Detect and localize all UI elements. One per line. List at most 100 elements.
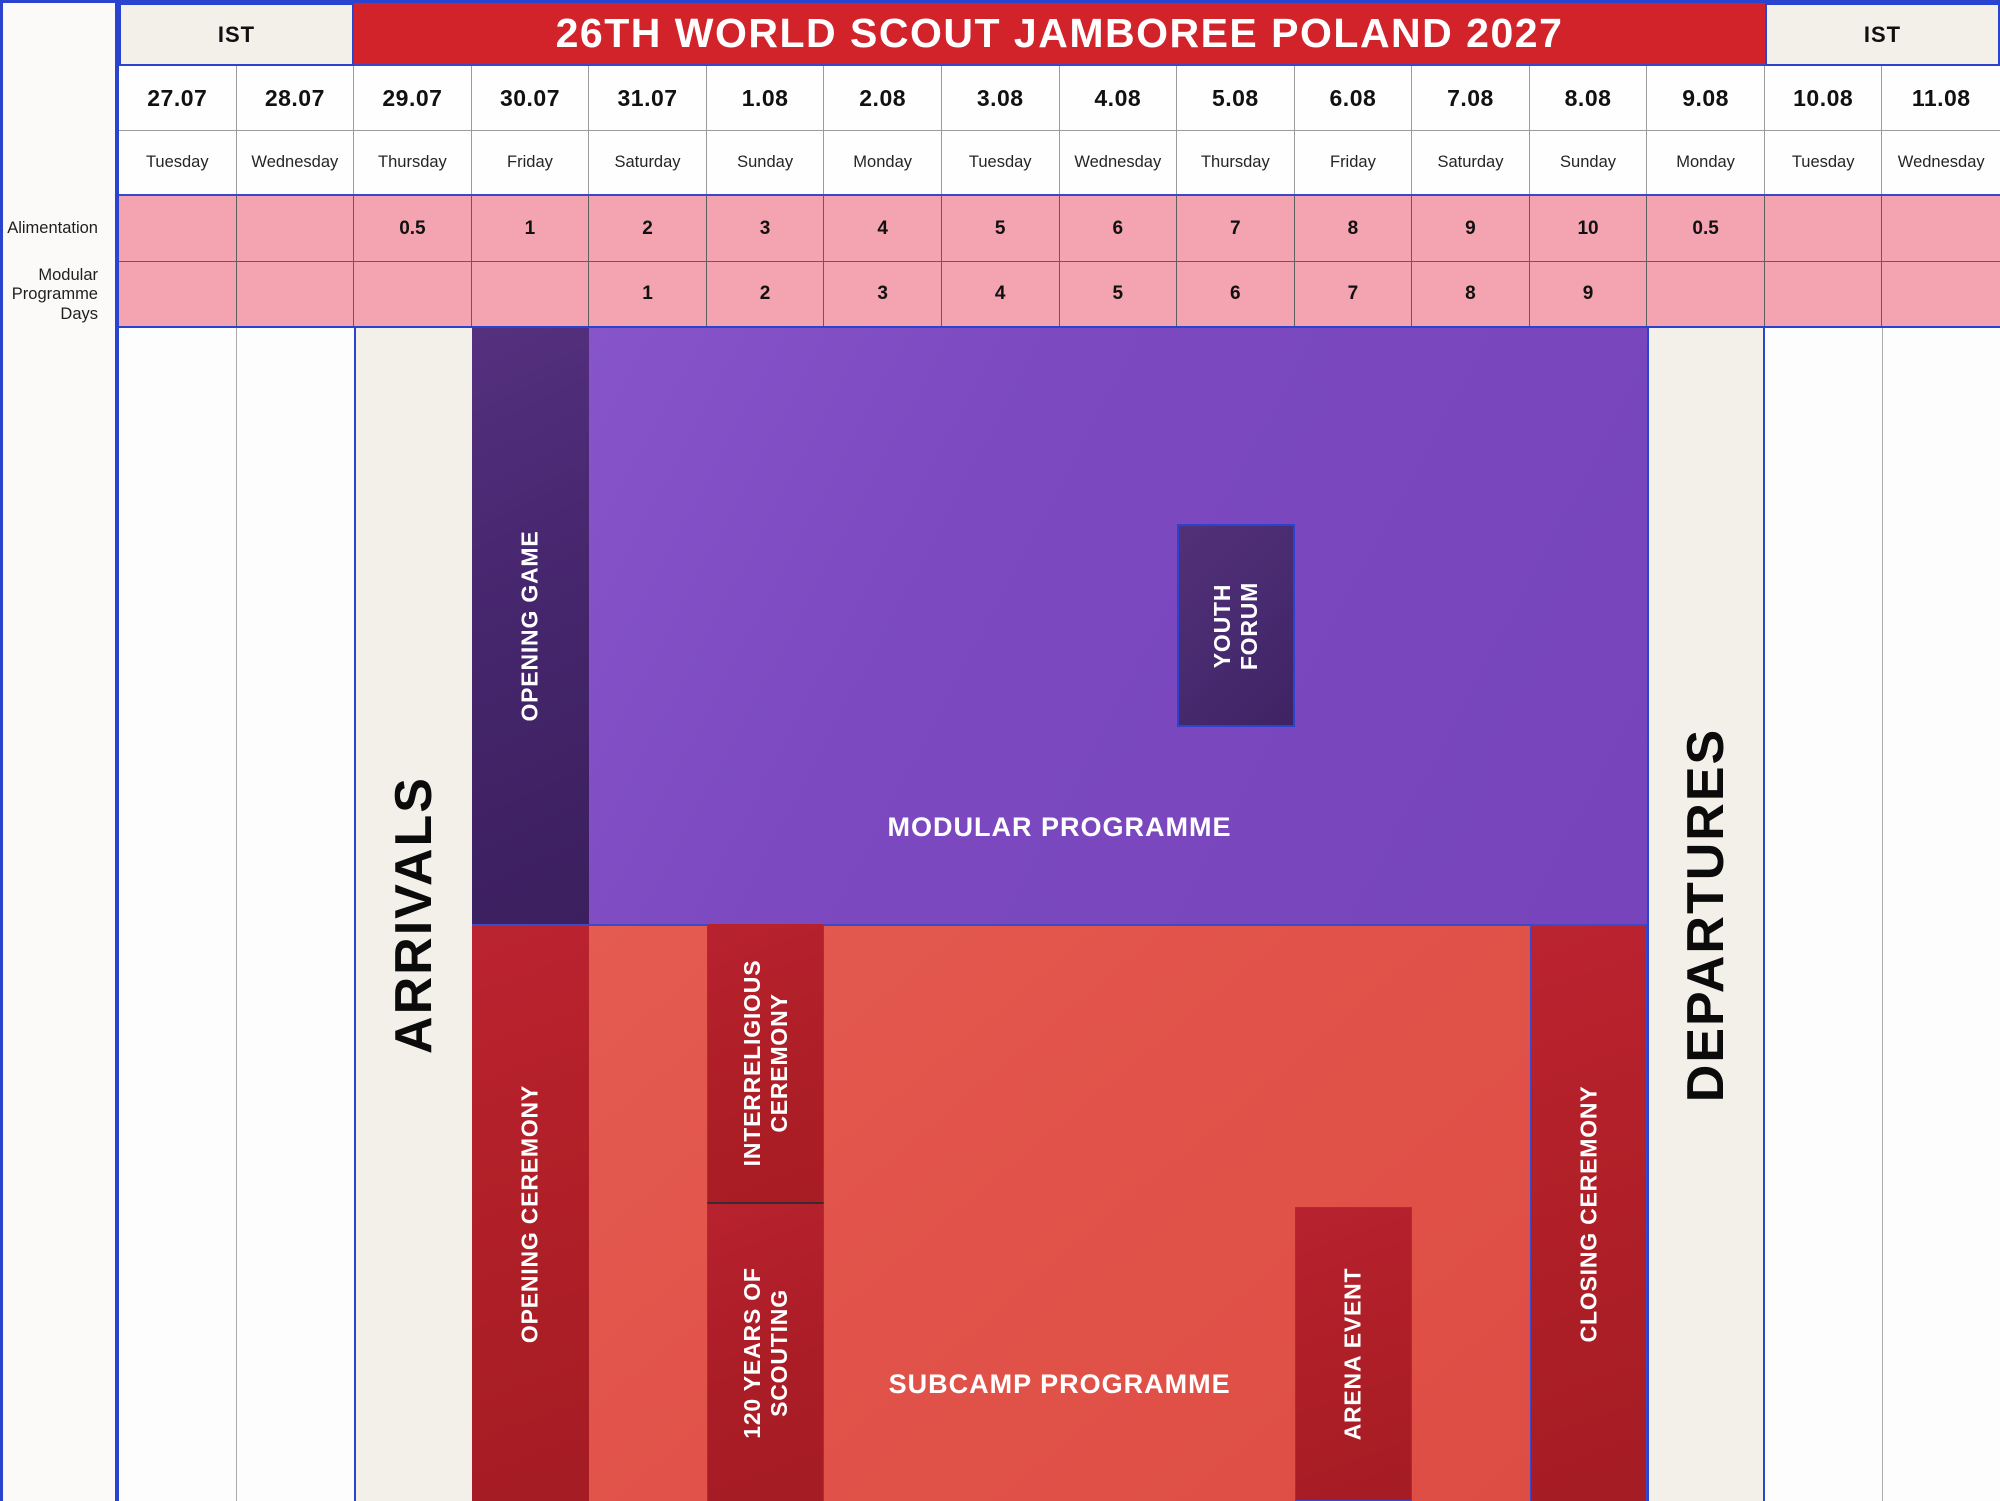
empty-column-11-08 bbox=[1882, 328, 2000, 1501]
alimentation-cell: 0.5 bbox=[1647, 196, 1765, 261]
arrivals-column: ARRIVALS bbox=[354, 328, 472, 1501]
date-cell: 6.08 bbox=[1294, 66, 1413, 130]
alimentation-cell bbox=[1882, 196, 2000, 261]
modular-day-cell: 3 bbox=[824, 262, 942, 326]
date-cell: 1.08 bbox=[706, 66, 825, 130]
modular-day-cell bbox=[471, 262, 590, 326]
modular-programme-days-row: 1 2 3 4 5 6 7 8 9 bbox=[119, 262, 2000, 328]
date-cell: 9.08 bbox=[1647, 66, 1765, 130]
top-border bbox=[0, 0, 2000, 3]
date-cell: 7.08 bbox=[1412, 66, 1530, 130]
arena-event-block: ARENA EVENT bbox=[1294, 1207, 1413, 1501]
alimentation-cell bbox=[236, 196, 355, 261]
alimentation-cell: 10 bbox=[1529, 196, 1648, 261]
alimentation-cell: 5 bbox=[941, 196, 1060, 261]
modular-programme-block bbox=[471, 328, 1648, 924]
modular-programme-label: MODULAR PROGRAMME bbox=[887, 812, 1232, 842]
row-label-alimentation: Alimentation bbox=[7, 219, 98, 238]
modular-day-cell: 2 bbox=[706, 262, 825, 326]
weekday-cell: Tuesday bbox=[941, 131, 1060, 194]
alimentation-cell: 8 bbox=[1294, 196, 1413, 261]
ist-right-header: IST bbox=[1765, 3, 2000, 66]
weekday-cell: Wednesday bbox=[1882, 131, 2000, 194]
weekday-cell: Monday bbox=[1647, 131, 1765, 194]
date-cell: 27.07 bbox=[119, 66, 237, 130]
modular-day-cell: 9 bbox=[1529, 262, 1648, 326]
date-cell: 29.07 bbox=[354, 66, 472, 130]
weekday-cell: Thursday bbox=[354, 131, 472, 194]
alimentation-cell: 9 bbox=[1412, 196, 1530, 261]
date-cell: 2.08 bbox=[824, 66, 942, 130]
youth-forum-block: YOUTH FORUM bbox=[1177, 524, 1296, 727]
empty-column-28-07 bbox=[236, 328, 355, 1501]
alimentation-cell: 3 bbox=[706, 196, 825, 261]
date-cell: 5.08 bbox=[1177, 66, 1295, 130]
modular-day-cell bbox=[1647, 262, 1765, 326]
modular-day-cell: 5 bbox=[1059, 262, 1178, 326]
modular-day-cell bbox=[1764, 262, 1883, 326]
title-banner: 26TH WORLD SCOUT JAMBOREE POLAND 2027 bbox=[354, 3, 1765, 66]
weekday-cell: Tuesday bbox=[119, 131, 237, 194]
date-cell: 11.08 bbox=[1882, 66, 2000, 130]
weekday-cell: Tuesday bbox=[1764, 131, 1883, 194]
date-cell: 3.08 bbox=[941, 66, 1060, 130]
ist-left-header: IST bbox=[119, 3, 354, 66]
weekday-cell: Sunday bbox=[706, 131, 825, 194]
alimentation-cell: 7 bbox=[1177, 196, 1295, 261]
closing-ceremony-label: CLOSING CEREMONY bbox=[1575, 1085, 1602, 1342]
arena-event-label: ARENA EVENT bbox=[1339, 1267, 1366, 1441]
120-years-of-scouting-label: 120 YEARS OF SCOUTING bbox=[738, 1266, 792, 1439]
alimentation-cell bbox=[119, 196, 237, 261]
date-row: 27.07 28.07 29.07 30.07 31.07 1.08 2.08 … bbox=[119, 66, 2000, 131]
interreligious-ceremony-block: INTERRELIGIOUS CEREMONY bbox=[706, 924, 825, 1202]
opening-ceremony-block: OPENING CEREMONY bbox=[471, 924, 590, 1501]
modular-day-cell bbox=[119, 262, 237, 326]
weekday-cell: Sunday bbox=[1529, 131, 1648, 194]
modular-day-cell bbox=[1882, 262, 2000, 326]
interreligious-ceremony-label: INTERRELIGIOUS CEREMONY bbox=[738, 959, 792, 1167]
alimentation-cell: 6 bbox=[1059, 196, 1178, 261]
opening-game-label: OPENING GAME bbox=[516, 530, 543, 722]
alimentation-cell: 4 bbox=[824, 196, 942, 261]
modular-day-cell bbox=[236, 262, 355, 326]
modular-day-cell: 4 bbox=[941, 262, 1060, 326]
weekday-row: Tuesday Wednesday Thursday Friday Saturd… bbox=[119, 131, 2000, 196]
row-label-modular-programme-days: Modular Programme Days bbox=[11, 265, 98, 323]
date-cell: 30.07 bbox=[471, 66, 590, 130]
alimentation-cell: 1 bbox=[471, 196, 590, 261]
weekday-cell: Thursday bbox=[1177, 131, 1295, 194]
opening-game-block: OPENING GAME bbox=[471, 328, 590, 924]
modular-day-cell bbox=[354, 262, 472, 326]
opening-ceremony-label: OPENING CEREMONY bbox=[516, 1084, 543, 1343]
date-cell: 10.08 bbox=[1764, 66, 1883, 130]
left-border bbox=[0, 0, 3, 1501]
weekday-cell: Saturday bbox=[1412, 131, 1530, 194]
subcamp-programme-label: SUBCAMP PROGRAMME bbox=[888, 1369, 1231, 1399]
alimentation-row: 0.5 1 2 3 4 5 6 7 8 9 10 0.5 bbox=[119, 196, 2000, 262]
date-cell: 28.07 bbox=[236, 66, 355, 130]
modular-day-cell: 6 bbox=[1177, 262, 1295, 326]
weekday-cell: Monday bbox=[824, 131, 942, 194]
alimentation-cell bbox=[1764, 196, 1883, 261]
row-label-column bbox=[0, 0, 119, 1501]
departures-column: DEPARTURES bbox=[1647, 328, 1765, 1501]
weekday-cell: Wednesday bbox=[236, 131, 355, 194]
closing-ceremony-block: CLOSING CEREMONY bbox=[1529, 924, 1648, 1501]
arrivals-label: ARRIVALS bbox=[384, 775, 443, 1054]
departures-label: DEPARTURES bbox=[1677, 727, 1736, 1102]
date-cell: 8.08 bbox=[1529, 66, 1648, 130]
weekday-cell: Friday bbox=[471, 131, 590, 194]
modular-day-cell: 1 bbox=[589, 262, 707, 326]
alimentation-cell: 0.5 bbox=[354, 196, 472, 261]
empty-column-27-07 bbox=[119, 328, 237, 1501]
weekday-cell: Friday bbox=[1294, 131, 1413, 194]
schedule-main-area: ARRIVALS OPENING GAME YOUTH FORUM MODULA… bbox=[0, 328, 2000, 1501]
date-cell: 31.07 bbox=[589, 66, 707, 130]
weekday-cell: Wednesday bbox=[1059, 131, 1178, 194]
alimentation-cell: 2 bbox=[589, 196, 707, 261]
120-years-of-scouting-block: 120 YEARS OF SCOUTING bbox=[706, 1202, 825, 1501]
youth-forum-label: YOUTH FORUM bbox=[1208, 581, 1263, 670]
modular-day-cell: 7 bbox=[1294, 262, 1413, 326]
modular-day-cell: 8 bbox=[1412, 262, 1530, 326]
